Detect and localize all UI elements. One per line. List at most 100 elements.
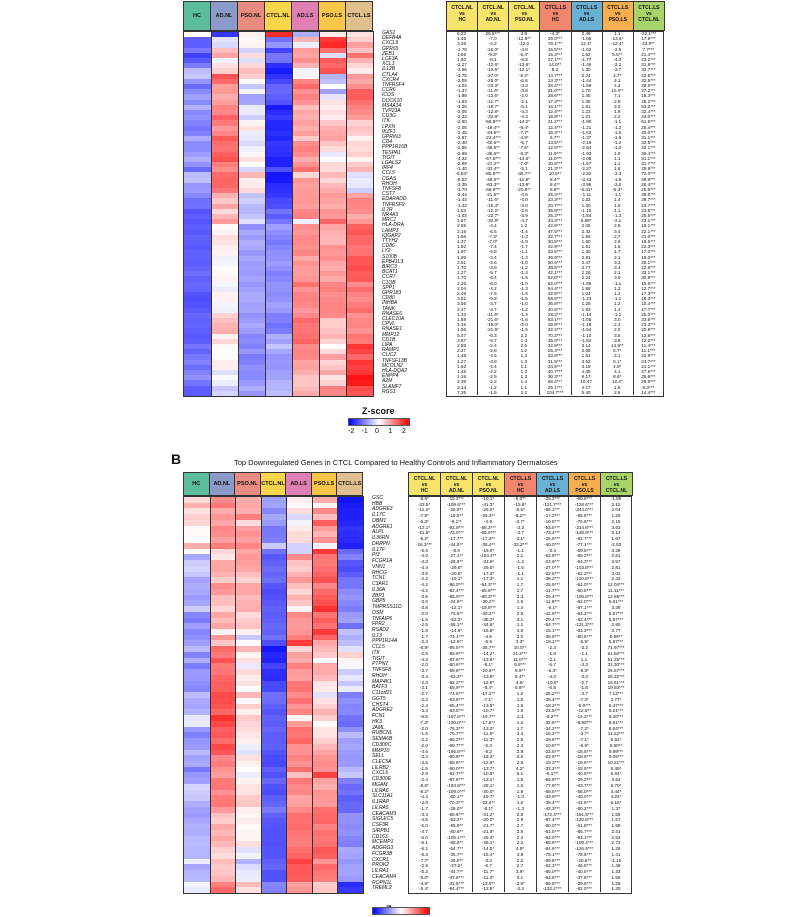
heatmap-cell	[286, 761, 313, 768]
heatmap-cell	[184, 611, 211, 619]
value-cell: -128.6***	[574, 501, 594, 507]
value-cell: -1.18	[580, 322, 592, 328]
gene-label: SELL	[372, 753, 385, 760]
heatmap-cell	[319, 177, 347, 184]
value-cell: -3.4	[420, 673, 428, 679]
value-cell: 44.0***	[641, 114, 656, 120]
value-cell: -14.5*	[481, 846, 495, 852]
heatmap-cell	[337, 841, 363, 848]
heatmap-cell	[346, 136, 373, 142]
table-column-divider	[568, 496, 569, 892]
value-cell: 17.0***	[641, 249, 656, 255]
value-cell: -1.2	[488, 384, 497, 390]
heatmap-cell	[265, 167, 293, 173]
heatmap-column-divider	[211, 32, 212, 396]
value-cell: -94.1***	[576, 834, 592, 840]
heatmap-cell	[292, 84, 320, 90]
value-cell: 1.15	[457, 322, 467, 328]
heatmap-cell	[235, 692, 262, 699]
heatmap-cell	[209, 663, 236, 670]
value-cell: -18.4**	[485, 124, 500, 130]
value-cell: 61.5***	[641, 119, 656, 125]
heatmap-cell	[184, 703, 211, 710]
value-cell: 28.4***	[547, 83, 563, 88]
heatmap-cell	[184, 99, 212, 106]
gene-label: DOCK10	[382, 97, 403, 104]
heatmap-cell	[238, 271, 266, 277]
heatmap-cell	[346, 302, 373, 309]
value-cell: 10.21***	[607, 760, 625, 765]
heatmap-cell	[337, 565, 363, 573]
heatmap-cell	[319, 318, 347, 324]
heatmap-cell	[209, 772, 236, 779]
heatmap-cell	[235, 818, 262, 825]
heatmap-cell	[184, 772, 211, 779]
value-cell: -75.3***	[448, 725, 464, 731]
value-cell: 20.1***	[641, 259, 656, 265]
value-cell: -63.3**	[485, 181, 500, 187]
heatmap-cell	[235, 588, 262, 596]
value-cell: -3.8	[519, 88, 528, 94]
heatmap-cell	[319, 307, 347, 314]
value-cell: 22.4***	[641, 109, 656, 114]
value-cell: -64.2***	[576, 610, 592, 616]
heatmap-cell	[319, 323, 347, 329]
value-cell: 1.30	[581, 249, 591, 255]
value-cell: -1.23	[580, 296, 592, 302]
value-cell: 24.7***	[641, 358, 656, 364]
heatmap-cell	[311, 761, 338, 768]
heatmap-cell	[209, 755, 236, 762]
value-cell: -11.7*	[482, 869, 494, 875]
value-cell: 3.63	[611, 524, 621, 530]
value-cell: 2.89	[457, 343, 467, 348]
heatmap-cell	[211, 240, 239, 246]
gene-label: CHST4	[372, 701, 389, 708]
heatmap-cell	[311, 525, 338, 533]
gene-label: LCE3A	[382, 56, 398, 62]
heatmap-column-divider	[311, 497, 313, 893]
value-cell: -10.8***	[544, 742, 560, 748]
heatmap-cell	[235, 606, 262, 613]
heatmap-cell	[209, 818, 236, 825]
heatmap-cell	[265, 302, 293, 309]
heatmap-cell	[209, 864, 236, 871]
heatmap-cell	[260, 789, 287, 797]
heatmap-cell	[184, 806, 211, 814]
value-cell: -6.4	[488, 275, 497, 281]
value-cell: -96.0***	[448, 582, 464, 588]
value-cell: 12.2***	[641, 337, 656, 343]
value-cell: 1.2	[520, 348, 528, 354]
heatmap-cell	[211, 266, 239, 272]
heatmap-cell	[337, 761, 363, 768]
heatmap-cell	[209, 703, 236, 710]
value-cell: 2.46	[581, 31, 591, 36]
value-cell: 28.6***	[547, 93, 563, 99]
heatmap-cell	[337, 606, 363, 613]
heatmap-cell	[235, 783, 262, 791]
heatmap-cell	[184, 188, 212, 194]
gene-label: CXCL6	[372, 770, 389, 777]
value-cell: 2.26	[581, 270, 591, 276]
value-cell: -11.6*	[486, 311, 499, 317]
gene-label: IL1RAP	[372, 799, 390, 806]
value-cell: -16.6***	[576, 760, 592, 765]
value-cell: -4.6	[484, 633, 492, 639]
value-cell: 3.57	[611, 559, 621, 565]
value-cell: -6.9*	[579, 742, 589, 748]
value-cell: -191.5***	[574, 811, 594, 817]
heatmap-cell	[265, 307, 293, 314]
value-cell: -85.9**	[448, 823, 464, 829]
heatmap-cell	[311, 864, 338, 871]
value-cell: -4.2*	[550, 31, 560, 36]
heatmap-cell	[260, 606, 287, 613]
gene-label: INHBA	[382, 300, 398, 307]
gene-label: IQGAP2	[382, 232, 401, 239]
value-cell: -19.7**	[480, 714, 496, 720]
heatmap-cell	[311, 502, 338, 510]
value-cell: 1.27	[457, 270, 467, 276]
value-cell: -20.6**	[576, 857, 592, 863]
heatmap-cell	[184, 634, 211, 642]
value-cell: -41.6***	[576, 800, 592, 806]
legend-title-a: Z-score	[362, 406, 395, 416]
value-cell: 13.3***	[547, 77, 563, 83]
